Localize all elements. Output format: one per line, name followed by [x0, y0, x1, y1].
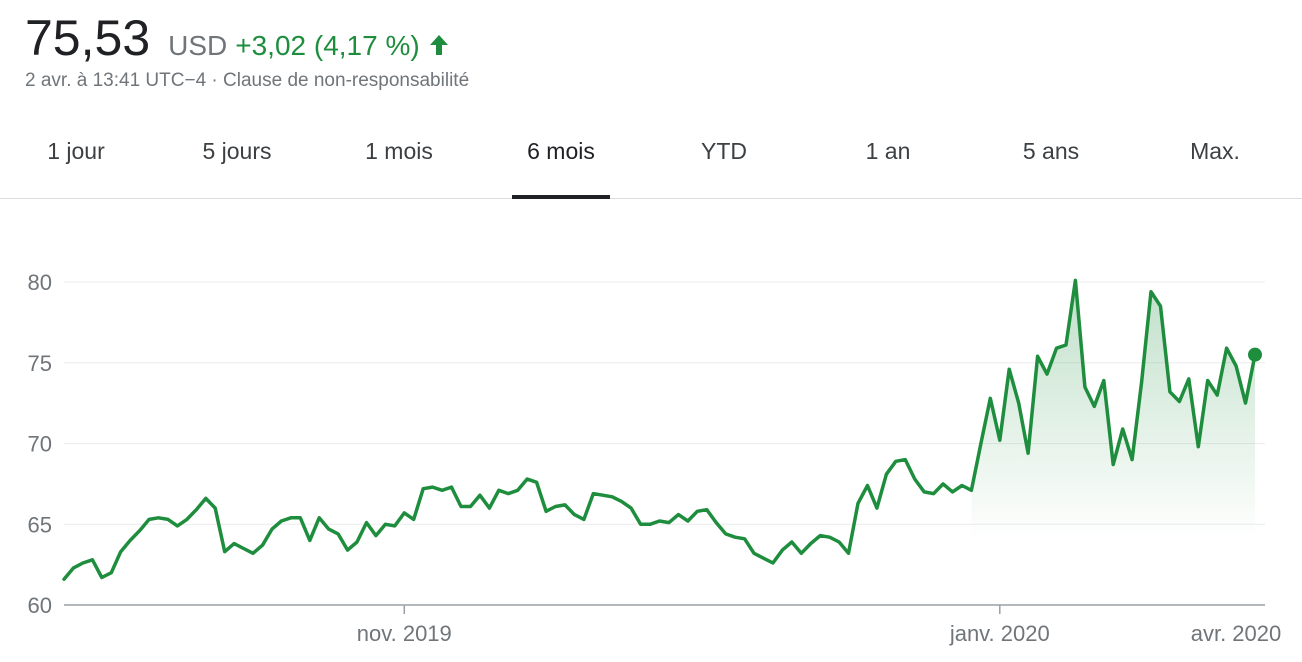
time-range-tabs: 1 jour 5 jours 1 mois 6 mois YTD 1 an 5 …: [0, 118, 1302, 199]
tab-ytd[interactable]: YTD: [676, 118, 772, 198]
disclaimer-link[interactable]: Clause de non-responsabilité: [223, 70, 470, 91]
tab-5-years[interactable]: 5 ans: [1004, 118, 1098, 198]
stock-price: 75,53: [25, 10, 151, 66]
tab-1-day[interactable]: 1 jour: [26, 118, 126, 198]
currency-code: USD: [168, 30, 228, 61]
x-tick-label: nov. 2019: [357, 621, 452, 646]
price-row: 75,53 USD +3,02 (4,17 %): [25, 8, 469, 68]
price-area-fill: [971, 280, 1255, 541]
arrow-up-icon: [428, 33, 450, 57]
y-tick-label-70: 70: [28, 432, 52, 457]
last-price-marker: [1248, 347, 1262, 362]
price-chart[interactable]: 60 65 70 75 80 nov. 2019 janv. 2020 avr. 2020: [0, 200, 1302, 662]
tab-label: 1 an: [865, 138, 911, 164]
tab-6-months[interactable]: 6 mois: [512, 118, 610, 199]
tab-label: 1 mois: [365, 138, 433, 164]
quote-header: 75,53 USD +3,02 (4,17 %) 2 avr. à 13:41 …: [25, 8, 469, 92]
y-axis-labels: 60 65 70 75 80: [28, 270, 52, 618]
meta-separator: ·: [211, 70, 218, 91]
y-tick-label-80: 80: [28, 270, 52, 295]
y-tick-label-60: 60: [28, 593, 52, 618]
tab-1-year[interactable]: 1 an: [846, 118, 930, 198]
tab-label: 1 jour: [47, 138, 105, 164]
x-tick-label: janv. 2020: [949, 621, 1050, 646]
price-change: +3,02 (4,17 %): [235, 30, 420, 61]
x-axis-ticks: nov. 2019 janv. 2020 avr. 2020: [357, 605, 1282, 646]
tab-label: 6 mois: [527, 138, 595, 164]
y-tick-label-75: 75: [28, 351, 52, 376]
tab-max[interactable]: Max.: [1170, 118, 1260, 198]
quote-timestamp: 2 avr. à 13:41 UTC−4: [25, 70, 207, 91]
tab-label: 5 jours: [202, 138, 272, 164]
tab-label: 5 ans: [1022, 138, 1080, 164]
y-tick-label-65: 65: [28, 512, 52, 537]
x-tick-label: avr. 2020: [1191, 621, 1282, 646]
tab-1-month[interactable]: 1 mois: [344, 118, 454, 198]
quote-meta: 2 avr. à 13:41 UTC−4 · Clause de non-res…: [25, 70, 469, 92]
tab-label: Max.: [1190, 138, 1240, 164]
tab-5-days[interactable]: 5 jours: [180, 118, 294, 198]
price-line: [62, 278, 1257, 581]
tab-label: YTD: [701, 138, 747, 164]
